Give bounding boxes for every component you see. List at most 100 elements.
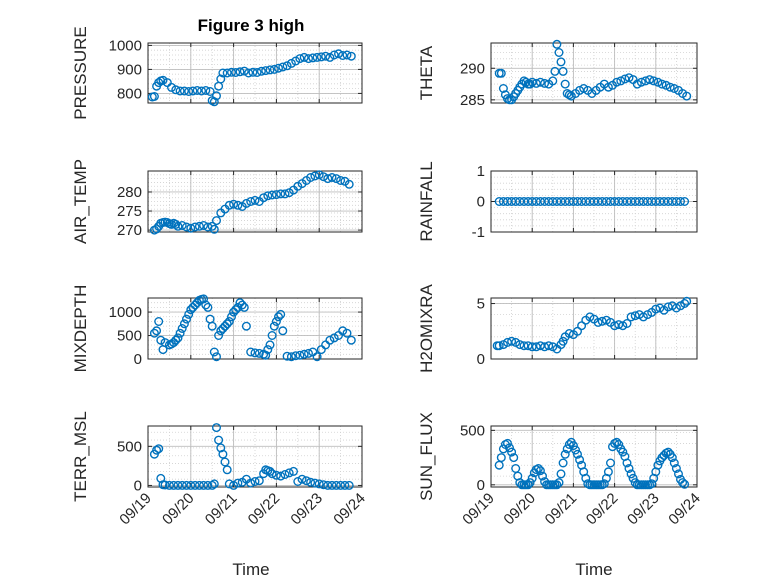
data-point bbox=[246, 478, 256, 488]
data-point bbox=[184, 86, 194, 96]
data-point bbox=[540, 78, 550, 88]
data-point bbox=[661, 80, 671, 90]
data-point bbox=[558, 336, 568, 346]
axes-box-theta bbox=[490, 42, 698, 104]
data-point bbox=[220, 457, 230, 467]
data-point bbox=[680, 299, 690, 309]
data-point bbox=[344, 179, 354, 189]
data-point bbox=[222, 319, 232, 329]
data-point bbox=[678, 478, 688, 488]
data-point bbox=[263, 191, 273, 201]
data-point bbox=[624, 464, 634, 474]
data-point bbox=[216, 443, 226, 453]
data-point bbox=[181, 314, 191, 324]
data-point bbox=[226, 67, 236, 77]
data-point bbox=[507, 447, 517, 457]
data-point bbox=[653, 77, 663, 87]
data-point bbox=[525, 79, 535, 89]
data-point bbox=[199, 480, 209, 490]
data-point bbox=[304, 54, 314, 64]
data-point bbox=[316, 52, 326, 62]
figure-title: Figure 3 high bbox=[198, 16, 305, 35]
data-point bbox=[222, 68, 232, 78]
data-point bbox=[564, 329, 574, 339]
data-point bbox=[593, 317, 603, 327]
axes-box-mixdepth bbox=[147, 297, 363, 360]
data-point bbox=[616, 76, 626, 86]
data-point bbox=[556, 469, 566, 479]
data-point bbox=[241, 321, 251, 331]
data-point bbox=[286, 352, 296, 362]
data-point bbox=[535, 77, 545, 87]
data-point bbox=[267, 469, 277, 479]
data-point bbox=[194, 480, 204, 490]
data-point bbox=[299, 349, 309, 359]
ytick-label: 1000 bbox=[109, 37, 142, 54]
data-point bbox=[340, 480, 350, 490]
data-point bbox=[286, 58, 296, 68]
data-point bbox=[597, 316, 607, 326]
data-point bbox=[297, 474, 307, 484]
data-point bbox=[209, 97, 219, 107]
data-point bbox=[599, 479, 609, 489]
xlabel-left: Time bbox=[232, 560, 269, 579]
subplot-mixdepth: 0 500 1000 MIXDEPTH bbox=[71, 285, 363, 372]
data-point bbox=[593, 196, 603, 206]
data-point bbox=[280, 470, 290, 480]
ytick-label: 280 bbox=[117, 184, 142, 201]
data-point bbox=[507, 336, 517, 346]
data-point bbox=[231, 67, 241, 77]
data-point bbox=[323, 480, 333, 490]
data-point bbox=[233, 200, 243, 210]
data-point bbox=[224, 479, 234, 489]
data-point bbox=[533, 464, 543, 474]
data-point bbox=[244, 68, 254, 78]
data-point bbox=[156, 335, 166, 345]
data-point bbox=[649, 76, 659, 86]
data-point bbox=[556, 196, 566, 206]
subplot-terr-msl: 0 500 TERR_MSL bbox=[71, 411, 363, 502]
data-point bbox=[560, 79, 570, 89]
ytick-label: 285 bbox=[460, 92, 485, 109]
xtickmarks-sun-flux bbox=[490, 426, 698, 487]
data-point bbox=[177, 220, 187, 230]
data-point bbox=[250, 195, 260, 205]
data-point bbox=[224, 200, 234, 210]
ytick-label: 800 bbox=[117, 85, 142, 102]
data-point bbox=[265, 340, 275, 350]
data-point bbox=[552, 39, 562, 49]
data-point bbox=[306, 172, 316, 182]
points-air-temp bbox=[149, 170, 354, 235]
data-point bbox=[233, 478, 243, 488]
xtickmarks-h2omixra bbox=[490, 298, 698, 359]
data-point bbox=[531, 196, 541, 206]
data-point bbox=[645, 75, 655, 85]
data-point bbox=[289, 466, 299, 476]
data-point bbox=[299, 52, 309, 62]
data-point bbox=[552, 196, 562, 206]
data-point bbox=[211, 423, 221, 433]
data-point bbox=[327, 480, 337, 490]
data-point bbox=[276, 189, 286, 199]
data-point bbox=[538, 471, 548, 481]
ylabel-theta: THETA bbox=[417, 45, 436, 100]
data-point bbox=[325, 52, 335, 62]
data-point bbox=[154, 317, 164, 327]
data-point bbox=[308, 53, 318, 63]
data-point bbox=[346, 335, 356, 345]
data-point bbox=[327, 172, 337, 182]
data-point bbox=[152, 445, 162, 455]
data-point bbox=[314, 479, 324, 489]
data-point bbox=[214, 435, 224, 445]
data-point bbox=[203, 302, 213, 312]
data-point bbox=[612, 77, 622, 87]
data-point bbox=[265, 466, 275, 476]
data-point bbox=[319, 480, 329, 490]
data-point bbox=[282, 351, 292, 361]
yticks-terr-msl: 0 500 bbox=[117, 438, 362, 494]
data-point bbox=[577, 196, 587, 206]
data-point bbox=[177, 324, 187, 334]
ylabel-terr-msl: TERR_MSL bbox=[71, 411, 90, 502]
data-point bbox=[186, 223, 196, 233]
data-point bbox=[173, 221, 183, 231]
